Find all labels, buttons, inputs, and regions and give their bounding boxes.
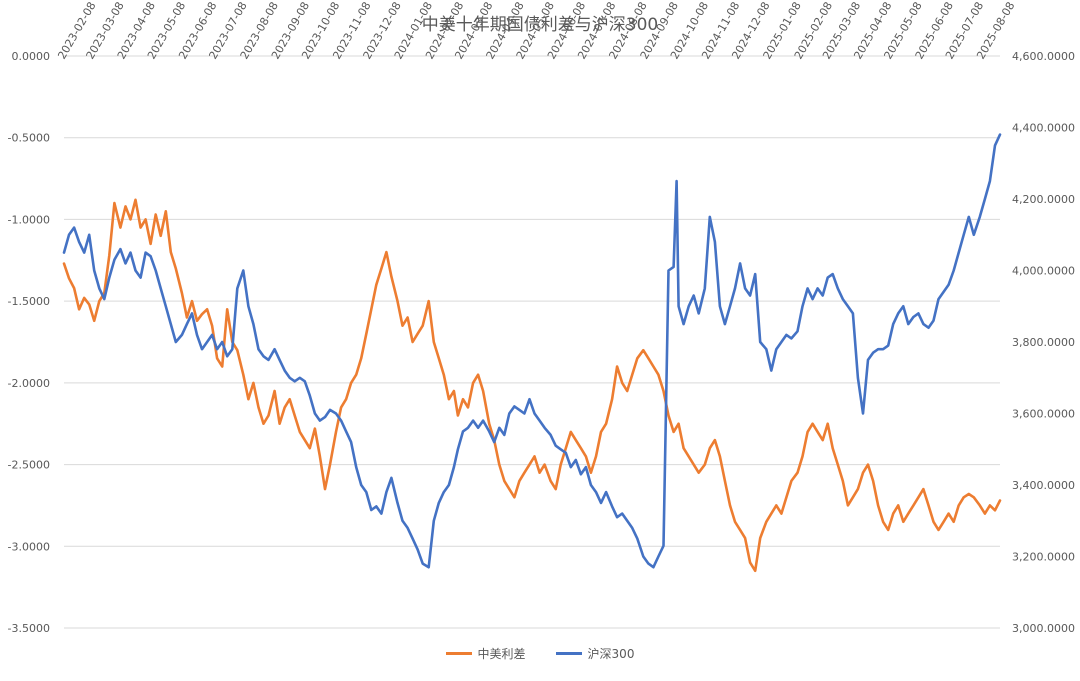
chart-title: 中美十年期国债利差与沪深300	[421, 15, 659, 35]
series-line-spread	[62, 198, 1002, 573]
y-right-tick-label: 3,800.0000	[1012, 336, 1075, 349]
y-right-tick-label: 3,400.0000	[1012, 479, 1075, 492]
y-left-tick-label: -0.5000	[8, 132, 50, 145]
y-right-tick-label: 4,400.0000	[1012, 122, 1075, 135]
y-right-tick-label: 3,200.0000	[1012, 551, 1075, 564]
y-left-tick-label: -2.5000	[8, 459, 50, 472]
y-right-tick-label: 3,000.0000	[1012, 622, 1075, 635]
y-right-tick-label: 4,000.0000	[1012, 265, 1075, 278]
legend: 中美利差 沪深300	[0, 645, 1080, 662]
y-left-tick-label: -3.0000	[8, 540, 50, 553]
y-right-tick-label: 3,600.0000	[1012, 408, 1075, 421]
legend-item-csi300: 沪深300	[555, 645, 635, 662]
y-left-tick-label: -1.0000	[8, 213, 50, 226]
y-left-tick-label: -3.5000	[8, 622, 50, 635]
y-left-tick-label: 0.0000	[12, 50, 51, 63]
y-right-tick-label: 4,600.0000	[1012, 50, 1075, 63]
series-line-csi300	[62, 133, 1002, 569]
y-left-tick-label: -2.0000	[8, 377, 50, 390]
legend-label-csi300: 沪深300	[587, 647, 635, 661]
legend-swatch-csi300	[555, 652, 582, 655]
y-left-tick-label: -1.5000	[8, 295, 50, 308]
legend-item-spread: 中美利差	[445, 645, 526, 662]
y-right-tick-label: 4,200.0000	[1012, 193, 1075, 206]
legend-label-spread: 中美利差	[477, 647, 526, 661]
legend-swatch-spread	[445, 652, 472, 655]
